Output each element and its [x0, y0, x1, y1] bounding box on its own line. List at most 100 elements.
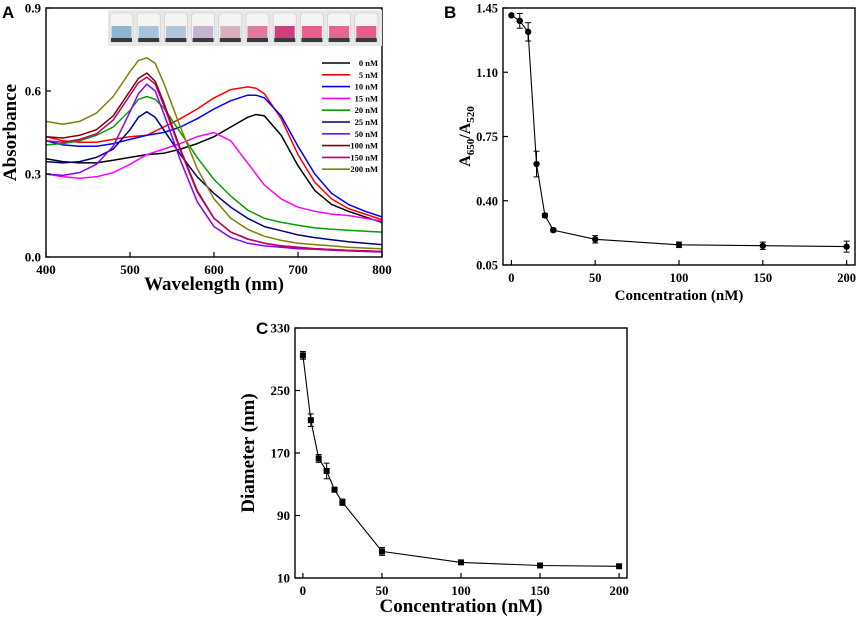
- c-x-tick-label-0: 0: [300, 583, 307, 598]
- panel-letter-b: B: [444, 3, 456, 22]
- legend-label-3: 15 nM: [355, 93, 378, 103]
- legend-label-6: 50 nM: [355, 129, 378, 139]
- vial-solution-4: [220, 26, 241, 38]
- b-y-tick-label-0: 0.05: [476, 259, 498, 273]
- panel-letter-a: A: [2, 3, 14, 22]
- c-data-point-8: [537, 562, 544, 569]
- spectrum-line-20-nm: [45, 95, 383, 233]
- legend-label-9: 200 nM: [350, 164, 378, 174]
- c-x-tick-label-3: 150: [530, 583, 550, 598]
- panel-a-absorbance-spectra: 400 500 600 700 800 0.0 0.3 0.6 0.9 0 nM 5 nM 10 n…: [0, 1, 392, 296]
- b-data-point-1: [516, 17, 523, 25]
- legend-label-1: 5 nM: [359, 70, 378, 80]
- panel-c-y-axis-title: Diameter (nm): [238, 393, 259, 512]
- panel-a-x-axis-title: Wavelength (nm): [144, 274, 284, 295]
- b-x-tick-label-4: 200: [837, 271, 856, 285]
- c-y-tick-label-4: 330: [271, 321, 291, 336]
- b-y-tick-label-3: 1.10: [476, 66, 498, 80]
- panel-c-plot-frame: [294, 327, 628, 579]
- c-data-point-5: [339, 499, 346, 506]
- c-data-point-1: [307, 417, 314, 424]
- b-x-tick-label-3: 150: [753, 271, 772, 285]
- legend-label-0: 0 nM: [359, 58, 378, 68]
- legend-label-2: 10 nM: [355, 82, 378, 92]
- vial-solution-6: [274, 26, 295, 38]
- c-data-point-7: [458, 559, 464, 566]
- vial-base-0: [111, 38, 132, 42]
- vial-photo-inset: [108, 10, 382, 46]
- spectrum-line-25-nm: [45, 111, 383, 246]
- c-data-point-3: [323, 467, 330, 474]
- c-x-tick-label-1: 50: [375, 583, 388, 598]
- panel-letter-c: C: [256, 319, 268, 338]
- panel-c-diameter: 0 50 100 150 200 10 90 170 250 330 Concentration …: [238, 321, 629, 618]
- legend-label-4: 20 nM: [355, 105, 378, 115]
- a-y-tick-label-3: 0.9: [25, 1, 42, 16]
- vial-solution-1: [138, 26, 159, 38]
- b-y-tick-label-4: 1.45: [476, 2, 498, 16]
- vial-base-3: [192, 38, 214, 42]
- spectrum-line-15-nm: [45, 131, 383, 222]
- vial-solution-3: [193, 26, 214, 38]
- panel-b-y-axis-title: A650/A520: [457, 106, 477, 167]
- a-x-tick-label-0: 400: [36, 262, 56, 277]
- legend-label-7: 100 nM: [350, 141, 378, 151]
- vial-solution-7: [301, 26, 322, 38]
- a-y-tick-label-0: 0.0: [25, 250, 41, 265]
- b-ylabel-a: A: [457, 155, 474, 167]
- vial-base-1: [138, 38, 160, 42]
- b-y-tick-label-2: 0.75: [476, 130, 498, 144]
- panel-b-x-axis-title: Concentration (nM): [615, 288, 744, 304]
- b-data-point-3: [533, 160, 540, 168]
- spectrum-line-10-nm: [45, 94, 383, 218]
- c-y-tick-label-2: 170: [271, 446, 291, 461]
- b-ylabel-slash: /A: [457, 122, 474, 139]
- b-data-point-7: [675, 241, 683, 249]
- panel-b-absorbance-ratio: 0 50 100 150 200 0.05 0.40 0.75 1.10 1.45 Concent…: [457, 2, 856, 305]
- a-x-tick-label-4: 800: [372, 262, 392, 277]
- b-x-tick-label-2: 100: [670, 271, 689, 285]
- c-data-point-9: [616, 563, 623, 570]
- vial-base-9: [355, 38, 377, 42]
- b-data-point-5: [550, 226, 557, 234]
- b-x-tick-label-0: 0: [508, 271, 514, 285]
- c-y-tick-label-3: 250: [271, 383, 291, 398]
- vial-solution-2: [165, 26, 186, 38]
- vial-solution-5: [247, 26, 268, 38]
- b-connecting-line: [511, 14, 847, 248]
- a-x-tick-label-2: 600: [204, 262, 224, 277]
- panel-c-x-axis-title: Concentration (nM): [379, 596, 542, 617]
- b-x-tick-label-1: 50: [589, 271, 602, 285]
- c-data-point-2: [315, 455, 322, 462]
- b-data-point-2: [524, 28, 532, 36]
- b-data-point-6: [591, 236, 599, 243]
- c-connecting-line: [302, 355, 620, 567]
- legend-label-8: 150 nM: [350, 152, 378, 162]
- b-ylabel-sub-520: 520: [465, 106, 477, 123]
- spectrum-line-0-nm: [45, 113, 383, 224]
- b-data-point-8: [759, 242, 767, 249]
- spectrum-line-200-nm: [45, 57, 383, 250]
- spectrum-line-5-nm: [45, 86, 383, 221]
- b-y-tick-label-1: 0.40: [476, 194, 498, 208]
- a-x-tick-label-3: 700: [288, 262, 308, 277]
- b-data-point-9: [843, 243, 850, 250]
- c-y-tick-label-1: 90: [277, 508, 290, 523]
- c-data-point-0: [299, 352, 306, 359]
- legend-label-5: 25 nM: [355, 117, 378, 127]
- vial-base-6: [274, 38, 296, 42]
- vial-base-4: [219, 38, 241, 42]
- panel-a-y-axis-title: Absorbance: [0, 84, 21, 181]
- c-x-tick-label-4: 200: [609, 583, 629, 598]
- c-data-point-6: [378, 548, 385, 555]
- b-data-point-0: [508, 12, 515, 19]
- a-y-tick-label-2: 0.6: [25, 84, 42, 99]
- vial-solution-8: [329, 26, 350, 38]
- b-ylabel-sub-650: 650: [465, 138, 477, 155]
- vial-solution-9: [356, 26, 377, 38]
- vial-base-7: [301, 38, 323, 42]
- b-data-point-4: [541, 212, 549, 219]
- vial-solution-0: [111, 26, 132, 38]
